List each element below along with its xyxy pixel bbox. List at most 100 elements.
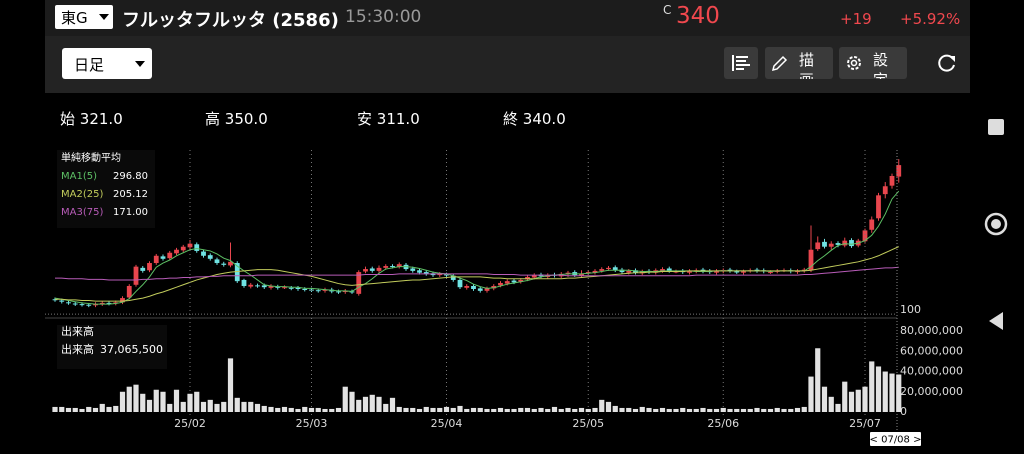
candle-body (376, 267, 382, 271)
candle-body (808, 249, 814, 271)
volume-bar (740, 408, 747, 412)
volume-bar (524, 407, 531, 412)
volume-bar (470, 407, 477, 412)
list-icon (732, 55, 750, 71)
candle-body (754, 269, 760, 271)
settings-button[interactable]: 設定 (839, 47, 907, 79)
nav-bar (970, 0, 1024, 450)
volume-bar (227, 358, 234, 412)
candle-body (565, 272, 571, 274)
candle-body (295, 287, 301, 290)
candle-body (437, 273, 443, 276)
x-tick-label: 25/07 (849, 417, 881, 430)
candle-body (592, 270, 598, 273)
candle-body (147, 263, 152, 271)
legend-entry: 出来高 (61, 342, 94, 356)
volume-bar (619, 407, 625, 412)
candle-body (214, 259, 220, 264)
ohlc-open: 始 321.0 (60, 108, 123, 129)
volume-bar (308, 407, 315, 412)
back-button[interactable] (989, 312, 1003, 330)
candle-body (741, 271, 746, 273)
ohlc-low: 安 311.0 (357, 108, 420, 129)
volume-bar (106, 406, 112, 412)
ohlc-label: 安 (357, 110, 373, 128)
volume-bar (86, 406, 92, 412)
candle-body (525, 276, 530, 280)
volume-bar (572, 408, 578, 412)
volume-bar (52, 406, 58, 412)
candle-body (396, 264, 402, 267)
refresh-icon[interactable] (935, 52, 959, 76)
volume-bar (450, 407, 456, 412)
indicator-button[interactable] (724, 47, 758, 79)
candle-body (579, 273, 584, 276)
candle-body (862, 230, 868, 242)
volume-bar (626, 407, 632, 412)
volume-bar (896, 374, 902, 412)
candle-body (288, 287, 294, 289)
volume-bar (362, 396, 369, 412)
candle-body (133, 266, 139, 285)
candle-body (714, 270, 719, 273)
volume-bar (160, 391, 166, 412)
y-tick-label: 60,000,000 (900, 344, 963, 357)
volume-bar (889, 373, 895, 412)
volume-bar (673, 408, 679, 412)
period-select[interactable]: 日足 (62, 48, 152, 79)
volume-bar (497, 407, 504, 412)
volume-bar (558, 408, 564, 412)
ohlc-high: 高 350.0 (205, 108, 268, 129)
draw-button[interactable]: 描画 (765, 47, 833, 79)
volume-bar (639, 406, 645, 412)
ma-line (55, 266, 899, 281)
candle-body (511, 280, 517, 283)
candle-body (619, 269, 625, 273)
candle-body (822, 241, 827, 247)
candle-body (282, 287, 287, 289)
volume-bar (133, 384, 139, 412)
volume-bar (653, 408, 659, 412)
volume-bar (815, 348, 821, 412)
recent-apps-button[interactable] (988, 119, 1004, 135)
volume-bar (396, 406, 402, 412)
volume-bar (842, 381, 848, 412)
volume-bar (187, 393, 193, 412)
candle-body (477, 288, 483, 291)
gear-icon (847, 56, 861, 70)
y-tick-label: 40,000,000 (900, 365, 963, 378)
candle-body (606, 267, 611, 270)
volume-bar (99, 403, 105, 412)
volume-bar (72, 407, 78, 412)
dropdown-arrow (135, 61, 145, 67)
volume-bar (821, 386, 828, 412)
candle-body (491, 285, 497, 289)
volume-bar (335, 407, 342, 412)
stock-name: フルッタフルッタ (2586) (122, 10, 339, 31)
candle-body (410, 268, 416, 271)
volume-bar (126, 386, 132, 412)
candle-body (207, 255, 213, 259)
x-tick-label: 25/04 (431, 417, 463, 430)
volume-bar (302, 406, 308, 412)
exchange-select[interactable]: 東G (55, 5, 113, 29)
candle-body (801, 269, 807, 271)
candle-body (255, 285, 260, 287)
candle-body (336, 291, 341, 293)
volume-bar (565, 407, 571, 412)
candle-body (59, 300, 65, 302)
candle-body (153, 255, 159, 264)
cursor-label-box (870, 432, 921, 446)
legend-entry: MA3(75) (61, 207, 103, 218)
volume-bar (59, 406, 65, 412)
candle-body (849, 240, 854, 247)
volume-bar (882, 371, 888, 412)
candle-body (315, 290, 321, 292)
candle-body (444, 274, 449, 276)
legend-entry: MA1(5) (61, 171, 97, 182)
home-button[interactable] (984, 212, 1008, 236)
candle-body (842, 240, 848, 246)
candle-body (727, 269, 733, 271)
candle-body (828, 243, 834, 247)
volume-bar (646, 407, 652, 412)
